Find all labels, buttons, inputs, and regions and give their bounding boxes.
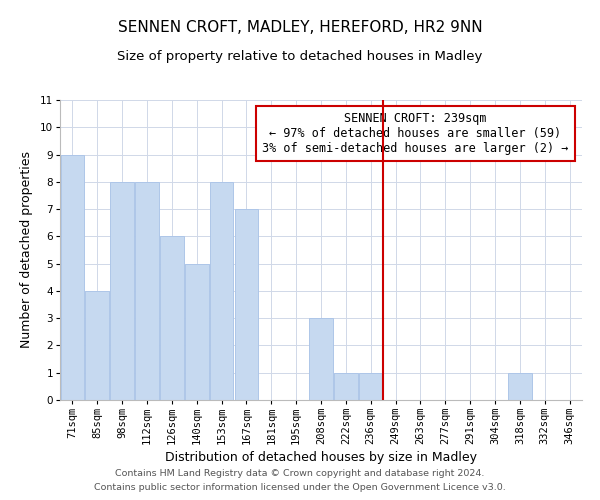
Bar (235, 209, 258, 400)
Bar (334, 372, 358, 400)
Bar (210, 182, 233, 400)
Bar (85, 291, 109, 400)
Bar (185, 264, 209, 400)
Text: Contains HM Land Registry data © Crown copyright and database right 2024.: Contains HM Land Registry data © Crown c… (115, 468, 485, 477)
Text: SENNEN CROFT, MADLEY, HEREFORD, HR2 9NN: SENNEN CROFT, MADLEY, HEREFORD, HR2 9NN (118, 20, 482, 35)
Bar (359, 372, 383, 400)
Text: SENNEN CROFT: 239sqm
← 97% of detached houses are smaller (59)
3% of semi-detach: SENNEN CROFT: 239sqm ← 97% of detached h… (262, 112, 569, 156)
Bar (110, 182, 134, 400)
X-axis label: Distribution of detached houses by size in Madley: Distribution of detached houses by size … (165, 452, 477, 464)
Bar (309, 318, 333, 400)
Y-axis label: Number of detached properties: Number of detached properties (20, 152, 33, 348)
Bar (160, 236, 184, 400)
Bar (508, 372, 532, 400)
Text: Contains public sector information licensed under the Open Government Licence v3: Contains public sector information licen… (94, 484, 506, 492)
Bar (135, 182, 159, 400)
Bar (61, 154, 84, 400)
Text: Size of property relative to detached houses in Madley: Size of property relative to detached ho… (118, 50, 482, 63)
